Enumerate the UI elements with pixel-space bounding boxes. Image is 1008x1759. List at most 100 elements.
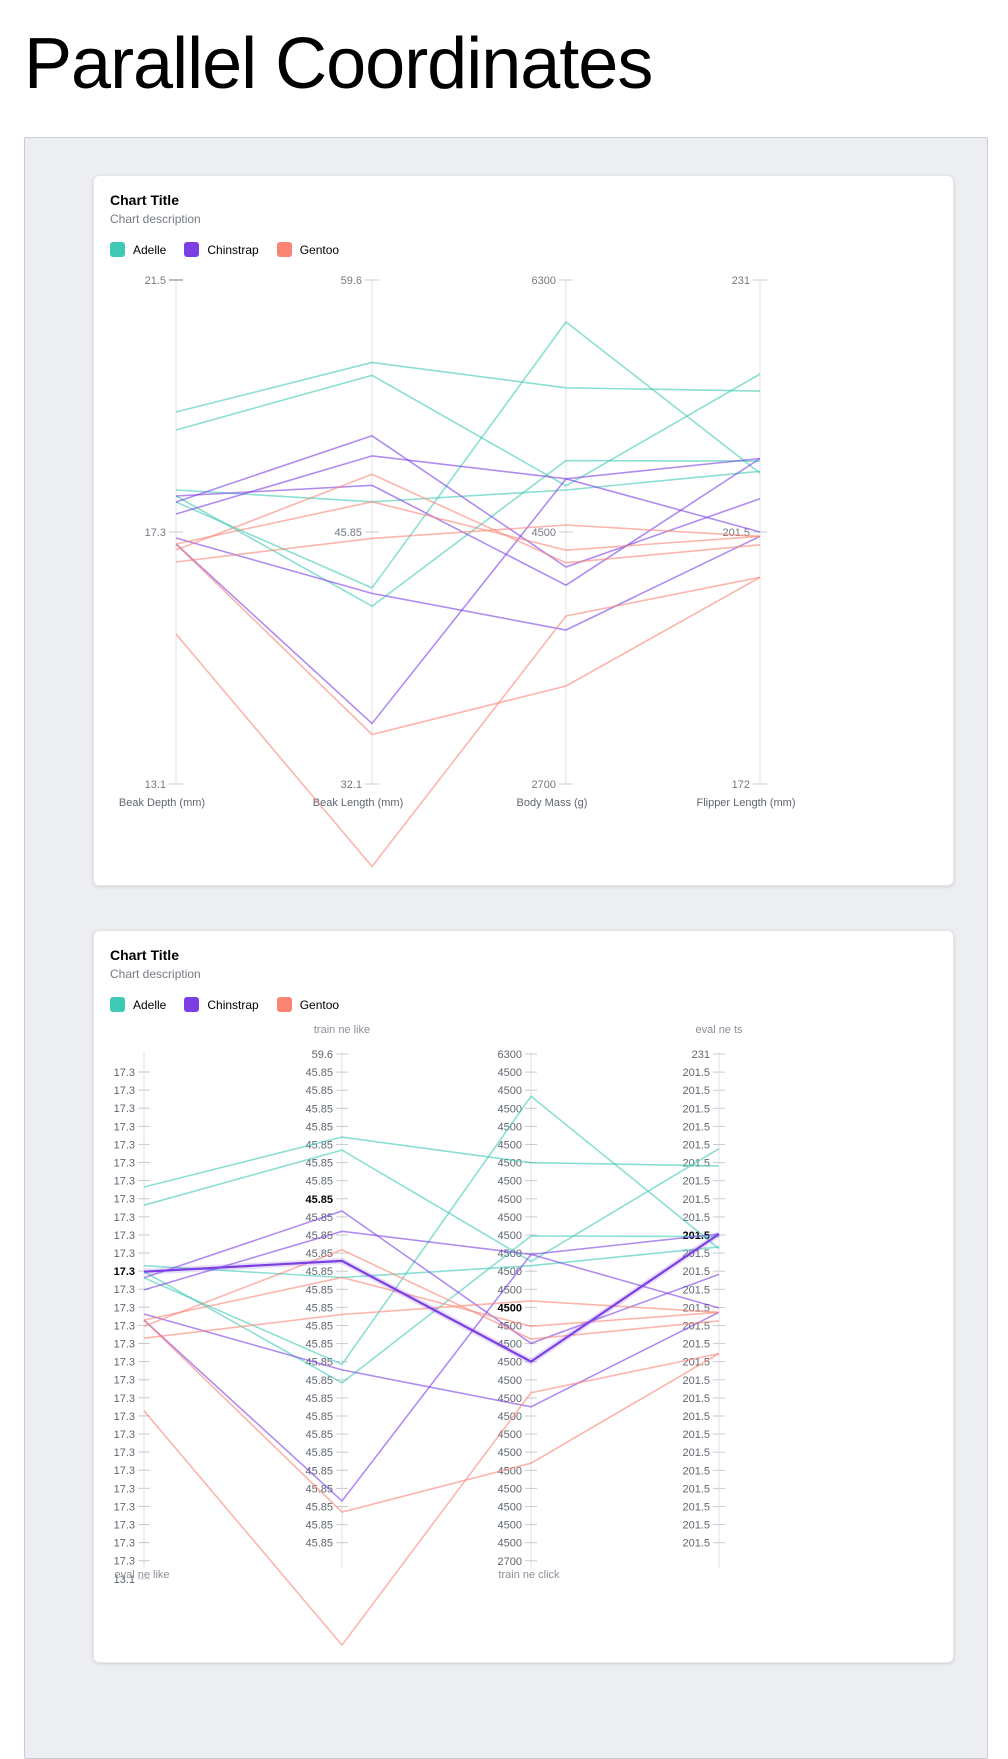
tick-label: 17.3 [145,527,166,539]
tick-label: 45.85 [305,1284,333,1296]
tick-label: 4500 [532,527,556,539]
tick-label: 4500 [498,1465,522,1477]
tick-label: 4500 [498,1502,522,1514]
tick-label: 17.3 [114,1085,135,1097]
tick-label: 45.85 [305,1339,333,1351]
legend-item-chinstrap[interactable]: Chinstrap [184,997,259,1012]
highlight-line [143,1233,720,1363]
tick-label: 17.3 [114,1194,135,1206]
tick-label: 17.3 [114,1556,135,1568]
tick-label: 201.5 [682,1375,710,1387]
chart-card-2: Chart Title Chart description Adelle Chi… [93,930,954,1663]
tick-label: 45.85 [305,1230,333,1242]
tick-label: 45.85 [305,1085,333,1097]
tick-label: 201.5 [682,1447,710,1459]
legend-item-chinstrap[interactable]: Chinstrap [184,242,259,257]
tick-label: 6300 [532,275,556,287]
tick-label: 201.5 [682,1194,710,1206]
tick-label: 4500 [498,1520,522,1532]
tick-label: 17.3 [114,1121,135,1133]
highlight-line-glow [143,1231,721,1366]
series-line-adelle [143,1095,720,1366]
tick-label: 17.3 [114,1248,135,1260]
tick-label: 4500 [498,1103,522,1115]
tick-label: 172 [732,779,750,791]
tick-label: 201.5 [682,1266,710,1278]
legend-label: Chinstrap [207,242,259,257]
series-line-adelle [143,1246,720,1279]
axis-label: Body Mass (g) [517,797,588,809]
tick-label: 45.85 [305,1447,333,1459]
tick-label: 32.1 [341,779,362,791]
tick-label: 45.85 [305,1393,333,1405]
tick-label: 201.5 [682,1212,710,1224]
tick-label: 4500 [498,1538,522,1550]
chart-container-frame: Chart Title Chart description Adelle Chi… [24,137,988,1759]
axis-label: train ne like [314,1024,370,1036]
series-line-adelle [175,361,761,413]
tick-label: 201.5 [682,1520,710,1532]
legend-label: Gentoo [299,242,340,257]
axis-label: Flipper Length (mm) [696,797,795,809]
adelle-swatch [110,997,125,1012]
tick-label: 201.5 [682,1121,710,1133]
chinstrap-swatch [184,997,200,1012]
series-line-gentoo [175,473,761,564]
series-line-chinstrap [175,477,761,725]
series-line-chinstrap [175,434,761,568]
tick-label: 17.3 [114,1357,135,1369]
tick-label: 4500 [498,1194,522,1206]
tick-label: 45.85 [305,1321,333,1333]
tick-label: 4500 [498,1429,522,1441]
series-line-adelle [143,1136,720,1188]
tick-label: 17.3 [114,1067,135,1079]
tick-label: 231 [732,275,750,287]
tick-label: 17.3 [114,1429,135,1441]
tick-label: 17.3 [114,1501,135,1513]
tick-label: 45.85 [305,1140,333,1152]
tick-label: 45.85 [305,1429,333,1441]
tick-label: 4500 [498,1067,522,1079]
parallel-chart-1: 21.5 17.3 13.1 Beak Depth (mm) 59.6 45.85 32.1… [119,275,796,868]
tick-label: 4500 [498,1212,522,1224]
tick-label: 201.5 [682,1284,710,1296]
series-line-gentoo [143,1352,720,1647]
legend-item-gentoo[interactable]: Gentoo [276,242,340,257]
tick-label: 13.1 [114,1574,135,1586]
tick-label: 4500 [498,1176,522,1188]
tick-label: 201.5 [682,1067,710,1079]
tick-label: 17.3 [114,1212,135,1224]
series-line-gentoo [175,500,761,552]
series-line-gentoo [175,524,761,563]
tick-label: 21.5 [145,275,166,287]
series-line-adelle [143,1148,720,1263]
legend: Adelle Chinstrap Gentoo [110,997,339,1012]
legend-item-gentoo[interactable]: Gentoo [276,997,339,1012]
tick-label: 17.3 [114,1158,135,1170]
series-line-chinstrap [143,1233,720,1363]
highlight-tick-label: 45.85 [305,1194,333,1206]
legend-item-adelle[interactable]: Adelle [110,242,166,257]
series-line-adelle [175,459,761,608]
tick-label: 45.85 [305,1538,333,1550]
series-line-adelle [143,1235,720,1384]
tick-label: 45.85 [305,1248,333,1260]
series-line-chinstrap [175,455,761,515]
tick-label: 45.85 [305,1103,333,1115]
tick-label: 4500 [498,1375,522,1387]
tick-label: 4500 [498,1284,522,1296]
series-line-gentoo [143,1276,720,1328]
tick-label: 45.85 [305,1375,333,1387]
chart-description: Chart description [110,967,201,981]
tick-label: 6300 [498,1049,522,1061]
legend: Adelle Chinstrap Gentoo [110,242,339,257]
legend-label: Adelle [133,242,167,257]
tick-label: 45.85 [305,1520,333,1532]
series-line-gentoo [175,576,761,868]
tick-label: 17.3 [114,1483,135,1495]
tick-label: 201.5 [682,1140,710,1152]
legend-item-adelle[interactable]: Adelle [110,997,166,1012]
tick-label: 17.3 [114,1103,135,1115]
chart-card-1: Chart Title Chart description Adelle Chi… [93,175,954,886]
tick-label: 201.5 [682,1411,710,1423]
